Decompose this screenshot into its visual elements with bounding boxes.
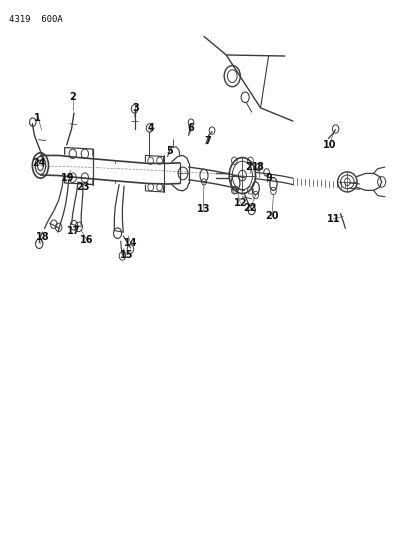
Text: 2: 2 bbox=[69, 92, 76, 102]
Text: 21: 21 bbox=[245, 162, 258, 172]
Text: 16: 16 bbox=[80, 235, 94, 245]
Text: 20: 20 bbox=[265, 211, 279, 221]
Text: 23: 23 bbox=[76, 182, 90, 192]
Text: 10: 10 bbox=[322, 140, 336, 150]
Text: 1: 1 bbox=[34, 114, 41, 124]
Text: 15: 15 bbox=[120, 250, 133, 260]
Text: 8: 8 bbox=[256, 162, 263, 172]
Text: 5: 5 bbox=[166, 146, 173, 156]
Text: 7: 7 bbox=[205, 135, 211, 146]
Text: 19: 19 bbox=[61, 173, 74, 183]
Text: 6: 6 bbox=[188, 123, 195, 133]
Text: 17: 17 bbox=[67, 225, 81, 236]
Text: 24: 24 bbox=[33, 158, 46, 168]
Text: 12: 12 bbox=[234, 198, 247, 208]
Text: 11: 11 bbox=[326, 214, 340, 224]
Text: 22: 22 bbox=[244, 203, 257, 213]
Text: 18: 18 bbox=[35, 232, 49, 243]
Text: 4319  600A: 4319 600A bbox=[9, 15, 63, 25]
Text: 14: 14 bbox=[124, 238, 137, 248]
Text: 9: 9 bbox=[265, 173, 272, 183]
Text: 3: 3 bbox=[132, 103, 139, 113]
Text: 13: 13 bbox=[196, 204, 210, 214]
Text: 4: 4 bbox=[147, 123, 154, 133]
